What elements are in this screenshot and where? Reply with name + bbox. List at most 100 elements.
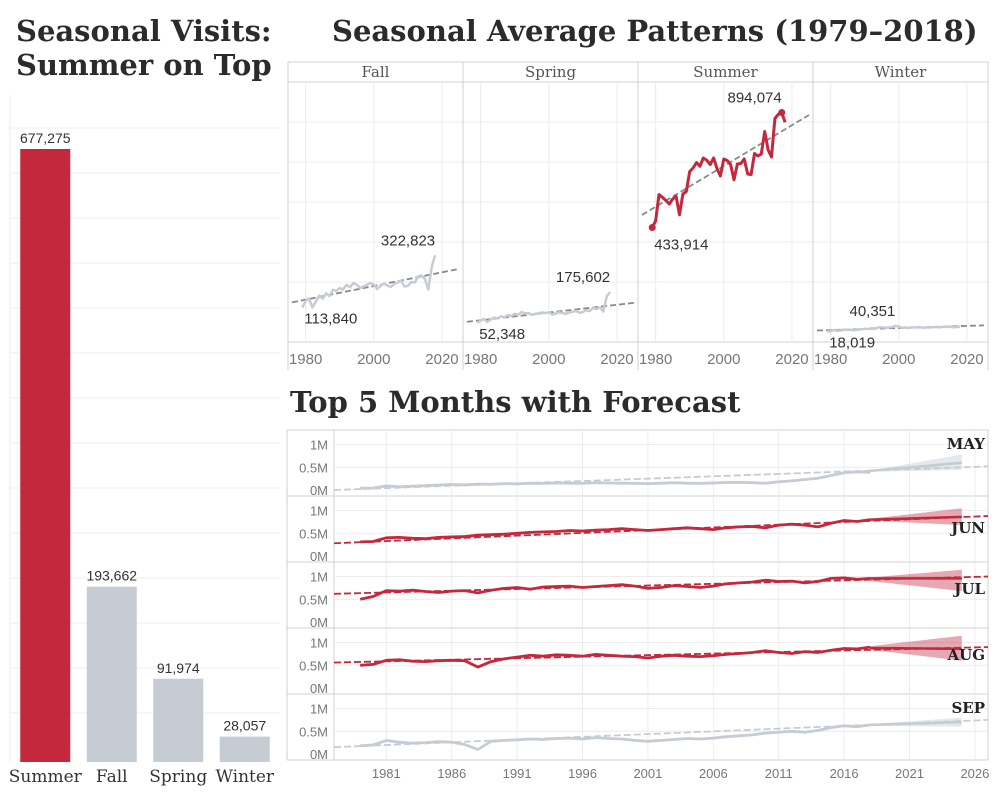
forecast-projection-sep (870, 720, 962, 727)
bar-winter (219, 736, 270, 762)
season-x-tick: 2000 (532, 351, 565, 368)
bar-value-label: 28,057 (223, 718, 266, 734)
forecast-band-may (870, 454, 962, 472)
forecast-x-tick: 2001 (633, 766, 662, 781)
season-trendline-summer (641, 114, 810, 216)
bar-fall (86, 586, 137, 762)
season-x-tick: 1980 (639, 351, 672, 368)
forecast-band-jun (870, 508, 962, 526)
season-end-label: 894,074 (728, 89, 782, 106)
season-x-tick: 2000 (882, 351, 915, 368)
forecast-x-tick: 1991 (503, 766, 532, 781)
forecast-x-tick: 2006 (699, 766, 728, 781)
season-trendline-spring (466, 301, 635, 323)
bar-category-label: Summer (9, 767, 83, 787)
season-trendline-winter (816, 324, 985, 332)
forecast-trendline-sep (333, 719, 989, 749)
season-line-winter (827, 324, 961, 333)
forecast-y-tick: 1M (310, 570, 328, 585)
season-x-tick: 2020 (775, 351, 808, 368)
forecast-trendline-jul (333, 575, 989, 595)
forecast-x-tick: 1986 (437, 766, 466, 781)
forecast-x-tick: 2016 (830, 766, 859, 781)
forecast-line-aug (360, 645, 871, 669)
forecast-band-sep (870, 717, 962, 727)
season-panel-header-fall: Fall (362, 63, 390, 81)
season-line-fall (301, 254, 437, 309)
bar-value-label: 677,275 (20, 130, 71, 146)
forecast-month-label-aug: AUG (946, 646, 985, 664)
forecast-projection-aug (870, 646, 962, 651)
season-panel-header-summer: Summer (693, 63, 758, 81)
season-x-tick: 1980 (464, 351, 497, 368)
season-start-label: 113,840 (304, 311, 357, 328)
season-start-point (648, 224, 656, 232)
forecast-line-jul (359, 576, 871, 601)
forecast-y-tick: 0.5M (299, 658, 328, 673)
forecast-projection-jun (870, 515, 962, 521)
forecast-y-tick: 0.5M (299, 592, 328, 607)
season-end-label: 40,351 (849, 303, 895, 320)
bar-category-label: Spring (149, 767, 207, 787)
bar-value-label: 193,662 (86, 568, 137, 584)
forecast-y-tick: 0M (310, 615, 328, 630)
forecast-title: Top 5 Months with Forecast (290, 385, 741, 419)
season-x-tick: 1980 (814, 351, 847, 368)
season-start-label: 18,019 (829, 334, 875, 351)
forecast-y-tick: 0M (310, 483, 328, 498)
forecast-x-tick: 2026 (960, 766, 989, 781)
forecast-band-jul (870, 569, 962, 592)
forecast-y-tick: 1M (310, 438, 328, 453)
forecast-y-tick: 0.5M (299, 460, 328, 475)
forecast-month-label-jun: JUN (949, 519, 985, 537)
forecast-y-tick: 0.5M (299, 526, 328, 541)
left-title-line-2: Summer on Top (16, 48, 272, 82)
forecast-trendline-may (333, 465, 989, 491)
forecast-y-tick: 0M (310, 549, 328, 564)
season-panel-header-winter: Winter (875, 63, 928, 81)
season-x-tick: 2000 (707, 351, 740, 368)
season-trendline-fall (291, 268, 460, 304)
bar-category-label: Winter (215, 767, 274, 787)
forecast-month-label-may: MAY (947, 435, 985, 453)
season-x-tick: 2020 (950, 351, 983, 368)
forecast-line-jun (360, 518, 871, 544)
season-end-label: 322,823 (381, 232, 435, 249)
forecast-band-aug (870, 635, 962, 661)
bar-category-label: Fall (96, 767, 128, 787)
season-line-spring (476, 291, 612, 324)
forecast-projection-may (870, 461, 962, 473)
forecast-y-tick: 0.5M (299, 724, 328, 739)
forecast-month-label-sep: SEP (951, 699, 985, 717)
seasonal-title: Seasonal Average Patterns (1979–2018) (332, 14, 978, 48)
forecast-x-tick: 2011 (765, 766, 793, 781)
forecast-line-sep (360, 723, 871, 751)
season-start-label: 433,914 (654, 237, 708, 254)
forecast-month-label-jul: JUL (952, 580, 985, 598)
season-x-tick: 1980 (289, 351, 322, 368)
forecast-y-tick: 1M (310, 504, 328, 519)
left-title-line-1: Seasonal Visits: (16, 14, 272, 48)
forecast-line-may (360, 470, 871, 490)
season-x-tick: 2020 (600, 351, 633, 368)
season-panel-header-spring: Spring (525, 63, 577, 81)
forecast-trendline-aug (333, 646, 989, 664)
season-x-tick: 2020 (425, 351, 458, 368)
forecast-y-tick: 0M (310, 681, 328, 696)
bar-value-label: 91,974 (157, 660, 200, 676)
season-end-label: 175,602 (556, 269, 610, 286)
forecast-y-tick: 1M (310, 702, 328, 717)
season-start-label: 52,348 (479, 326, 525, 343)
left-title: Seasonal Visits: Summer on Top (16, 14, 272, 82)
forecast-y-tick: 0M (310, 747, 328, 762)
forecast-x-tick: 1981 (372, 766, 401, 781)
season-x-tick: 2000 (357, 351, 390, 368)
bar-spring (153, 678, 204, 762)
season-line-summer (650, 111, 787, 229)
forecast-trendline-jun (333, 515, 989, 545)
forecast-y-tick: 1M (310, 636, 328, 651)
bar-summer (20, 149, 71, 762)
forecast-x-tick: 1996 (568, 766, 597, 781)
season-max-point (778, 108, 786, 116)
forecast-x-tick: 2021 (895, 766, 924, 781)
